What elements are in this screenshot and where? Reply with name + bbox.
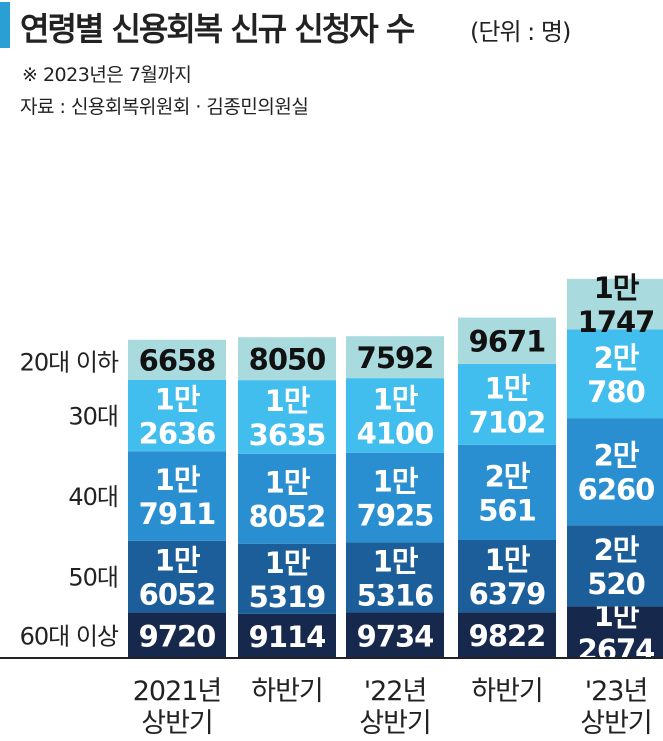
bar-segment [346, 542, 444, 613]
data-label: 4100 [357, 416, 434, 450]
data-label: 1만 [485, 543, 531, 577]
category-label: 상반기 [580, 708, 652, 739]
data-label: 2만 [594, 439, 640, 473]
legend-label: 40대 [68, 483, 118, 511]
category-label: 하반기 [471, 676, 543, 707]
data-label: 561 [478, 493, 536, 527]
category-label: 상반기 [359, 708, 431, 739]
data-label: 1만 [373, 544, 419, 578]
bar-segment [128, 540, 226, 613]
data-label: 9114 [249, 620, 326, 654]
data-label: 2674 [578, 633, 655, 667]
data-label: 1만 [373, 465, 419, 499]
data-label: 9671 [469, 325, 546, 359]
category-label: '23년 [585, 676, 648, 707]
bar-segment [346, 452, 444, 543]
data-label: 1만 [155, 463, 201, 497]
data-label: 7925 [357, 499, 434, 533]
bar-segment [458, 363, 556, 445]
bar-segment [346, 612, 444, 658]
legend-label: 50대 [68, 564, 118, 592]
bar-segment [128, 612, 226, 658]
bar-segment [458, 612, 556, 658]
data-label: 1만 [155, 544, 201, 578]
bar-segment [128, 451, 226, 541]
bar-segment [567, 278, 663, 330]
data-label: 7592 [357, 341, 434, 375]
bar-segment [567, 418, 663, 526]
data-label: 6260 [578, 473, 655, 507]
data-label: 1만 [373, 382, 419, 416]
data-label: 9720 [139, 619, 216, 653]
legend-label: 30대 [68, 402, 118, 430]
bar-segment [567, 606, 663, 658]
data-label: 2만 [594, 533, 640, 567]
bar-segment [238, 543, 336, 614]
data-label: 1만 [594, 271, 640, 305]
title-accent-bar [0, 2, 10, 48]
bar-segment [567, 525, 663, 607]
bar-segment [458, 539, 556, 613]
data-label: 2636 [139, 416, 216, 450]
data-label: 8052 [249, 500, 326, 534]
source-note: 자료 : 신용회복위원회 · 김종민의원실 [20, 96, 309, 118]
data-label: 1만 [485, 371, 531, 405]
bar-segment [128, 339, 226, 380]
category-label: 하반기 [251, 676, 323, 707]
bar-segment [346, 336, 444, 379]
data-label: 9822 [469, 619, 546, 653]
data-label: 6379 [469, 577, 546, 611]
data-label: 520 [587, 567, 645, 601]
chart-title: 연령별 신용회복 신규 신청자 수 [20, 10, 415, 48]
category-label: 상반기 [141, 708, 213, 739]
data-label: 1만 [265, 466, 311, 500]
legend-label: 20대 이하 [20, 349, 119, 377]
data-label: 9734 [357, 619, 434, 653]
legend-label: 60대 이상 [20, 622, 119, 650]
data-label: 7102 [469, 405, 546, 439]
data-label: 2만 [594, 341, 640, 375]
data-label: 8050 [249, 343, 326, 377]
data-label: 5319 [249, 580, 326, 614]
period-note: ※ 2023년은 7월까지 [22, 64, 192, 86]
data-label: 1만 [265, 546, 311, 580]
data-label: 7911 [139, 497, 216, 531]
data-label: 6052 [139, 578, 216, 612]
bar-segment [238, 613, 336, 658]
bar-segment [346, 378, 444, 453]
category-label: 2021년 [133, 676, 222, 707]
data-label: 3635 [249, 418, 326, 452]
bar-segment [458, 317, 556, 364]
bar-segment [458, 444, 556, 540]
data-label: 1만 [155, 382, 201, 416]
data-label: 6658 [139, 344, 216, 378]
data-label: 780 [587, 375, 645, 409]
data-label: 2만 [485, 459, 531, 493]
bar-segment [567, 329, 663, 419]
data-label: 5316 [357, 578, 434, 612]
bar-segment [128, 379, 226, 452]
bar-segment [238, 453, 336, 544]
unit-label: (단위 : 명) [470, 18, 571, 46]
data-label: 1만 [265, 384, 311, 418]
category-label: '22년 [364, 676, 427, 707]
data-label: 1747 [578, 305, 655, 339]
bar-segment [238, 337, 336, 381]
bar-segment [238, 380, 336, 454]
